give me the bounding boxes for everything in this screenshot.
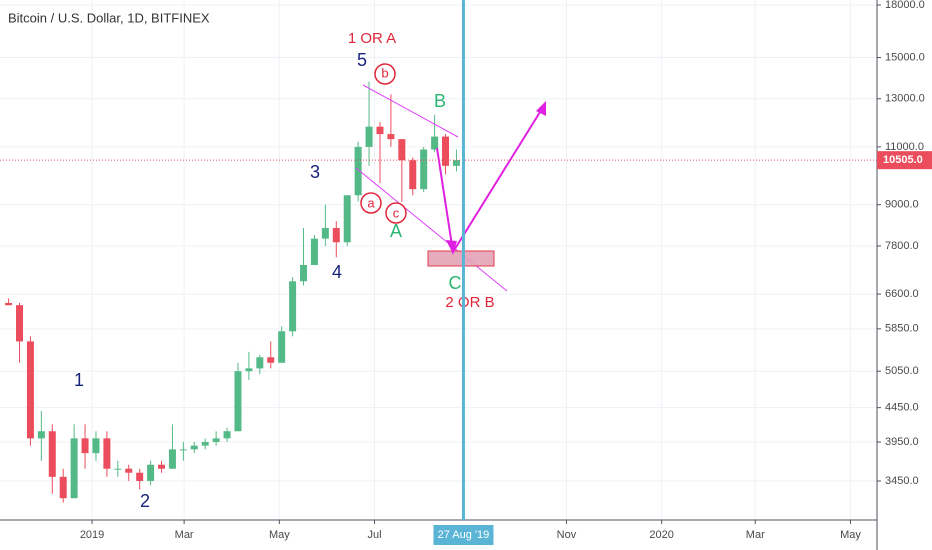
- candle-body: [278, 331, 286, 363]
- grid: [0, 0, 877, 520]
- candle-body: [354, 146, 362, 196]
- candle-body: [398, 139, 406, 161]
- y-tick-label: 11000.0: [885, 141, 924, 153]
- y-tick-label: 3450.0: [885, 475, 919, 487]
- candle-body: [201, 441, 209, 446]
- x-tick-label: Mar: [746, 529, 765, 541]
- candle-body: [431, 136, 439, 150]
- arrow-head: [536, 101, 546, 116]
- wave-circle: [360, 192, 382, 214]
- candle-body: [289, 281, 297, 332]
- x-tick-label: Mar: [175, 529, 194, 541]
- wave-label: 4: [332, 262, 342, 282]
- x-tick-label: May: [840, 529, 861, 541]
- x-tick-label: Nov: [557, 529, 577, 541]
- y-tick-label: 4450.0: [885, 402, 919, 414]
- candle-body: [70, 438, 78, 499]
- candle-body: [343, 195, 351, 243]
- candle-body: [376, 126, 384, 135]
- candle-body: [114, 468, 122, 470]
- y-tick-label: 9000.0: [885, 199, 919, 211]
- wave-label: b: [381, 65, 388, 80]
- y-tick-label: 13000.0: [885, 93, 925, 105]
- arrow-head: [446, 240, 457, 254]
- candle-body: [59, 476, 67, 499]
- y-tick-label: 18000.0: [885, 0, 925, 11]
- y-tick-label: 15000.0: [885, 51, 925, 63]
- wave-label: C: [449, 273, 462, 293]
- candle-body: [223, 431, 231, 439]
- wave-label: c: [393, 205, 400, 220]
- candle-body: [310, 238, 318, 266]
- wave-label: 3: [310, 162, 320, 182]
- candle-body: [147, 464, 155, 481]
- candle-body: [409, 160, 417, 190]
- wave-circle: [374, 63, 396, 85]
- candle-body: [234, 371, 242, 432]
- candle-body: [48, 431, 56, 477]
- candle-body: [245, 368, 253, 372]
- date-marker-label: 27 Aug '19: [438, 529, 490, 541]
- candle-body: [420, 149, 428, 190]
- x-tick-label: Jul: [367, 529, 381, 541]
- candle-body: [387, 134, 395, 140]
- y-tick-label: 5050.0: [885, 365, 919, 377]
- x-tick-label: May: [269, 529, 290, 541]
- candle-body: [103, 438, 111, 469]
- last-price-label: 10505.0: [883, 154, 923, 166]
- wave-label: 5: [357, 50, 367, 70]
- candle-body: [267, 357, 275, 363]
- wave-label: 1: [74, 370, 84, 390]
- wave-label: B: [434, 91, 446, 111]
- x-tick-label: 2020: [649, 529, 673, 541]
- trend-line: [362, 84, 459, 138]
- candle-body: [37, 431, 45, 439]
- y-tick-label: 6600.0: [885, 288, 919, 300]
- candle-body: [256, 357, 264, 369]
- candle-body: [26, 341, 34, 439]
- y-tick-label: 3950.0: [885, 436, 919, 448]
- wave-label: 2: [140, 491, 150, 511]
- candle-body: [16, 305, 24, 342]
- candle-body: [168, 449, 176, 469]
- y-tick-label: 5850.0: [885, 323, 919, 335]
- wave-circle: [385, 202, 407, 224]
- candle-body: [81, 438, 89, 454]
- candle-body: [190, 445, 198, 450]
- candle-body: [442, 136, 450, 166]
- candles: [5, 81, 460, 503]
- candle-body: [452, 160, 460, 166]
- target-zone: [427, 250, 495, 267]
- candle-body: [179, 449, 187, 451]
- candle-body: [92, 438, 100, 454]
- drawings: 1 OR A 5 b B 3 a c A 4 C 2 OR B 1 2: [74, 30, 546, 511]
- wave-label: 1 OR A: [348, 30, 396, 47]
- axes: [0, 0, 878, 550]
- candle-body: [158, 464, 166, 469]
- wave-label: 2 OR B: [445, 294, 494, 311]
- last-price-box: [877, 151, 932, 170]
- chart-title: Bitcoin / U.S. Dollar, 1D, BITFINEX: [8, 10, 210, 25]
- candle-body: [332, 228, 340, 243]
- candle-body: [136, 472, 144, 481]
- candle-body: [212, 438, 220, 442]
- wave-label: a: [367, 195, 375, 210]
- candle-body: [365, 126, 373, 147]
- candle-body: [125, 468, 133, 473]
- y-tick-label: 7800.0: [885, 240, 919, 252]
- candle-body: [321, 228, 329, 239]
- candle-body: [5, 302, 13, 306]
- x-tick-label: 2019: [80, 529, 104, 541]
- candle-body: [300, 265, 308, 282]
- wave-label: A: [390, 221, 402, 241]
- trend-line: [355, 167, 508, 292]
- date-marker-box: [433, 525, 494, 545]
